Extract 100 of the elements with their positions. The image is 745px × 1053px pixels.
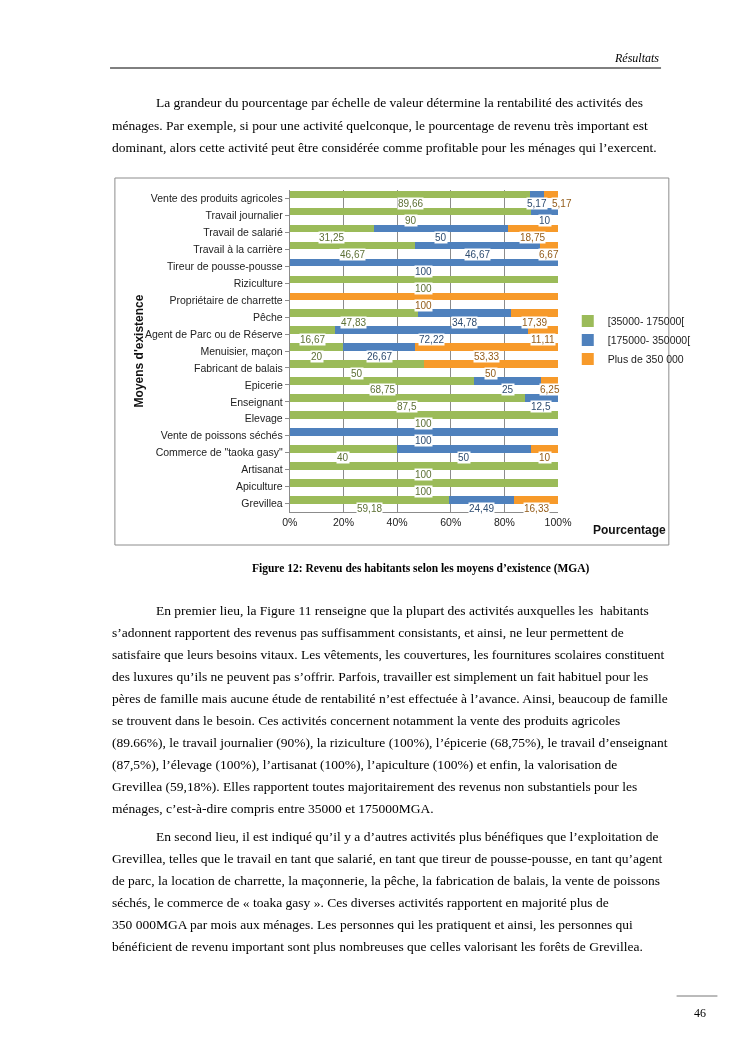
y-tick-label: Epicerie <box>244 378 283 391</box>
y-tick-label: Pêche <box>252 310 283 323</box>
legend-label: Plus de 350 000 <box>607 353 684 366</box>
x-tick-label: 100% <box>544 515 572 528</box>
data-label: 50 <box>485 368 497 379</box>
data-label: 24,49 <box>469 503 495 514</box>
data-label: 46,67 <box>465 249 491 260</box>
data-label: 20 <box>311 351 323 362</box>
y-tick-label: Travail de salarié <box>203 226 283 239</box>
bar <box>511 309 559 318</box>
y-tick-label: Grevillea <box>241 497 283 510</box>
data-label: 10 <box>539 215 551 226</box>
y-tick-label: Fabricant de balais <box>194 361 283 374</box>
data-label: 68,75 <box>370 384 396 395</box>
bar <box>343 343 416 351</box>
data-label: 11,11 <box>531 334 555 345</box>
bar <box>418 309 512 318</box>
bar <box>448 495 515 504</box>
legend-label: [35000- 175000[ <box>607 315 685 328</box>
data-label: 12,5 <box>531 401 551 412</box>
text: Résultats <box>614 51 660 65</box>
data-label: 6,25 <box>540 384 560 395</box>
text: En second lieu, il est indiqué qu’il y a d’autres activités plus bénéfiques que l’exploitation de Grevillea, telles que le travail en tant que salarié, en tant que tireur de pousse-pousse, en tant qu’agent de parc, la location de charrette, la maçonnerie, la pêche, la fabrication de balais, la vente de poissons séchés, le commerce de « toaka gasy ». Ces diverses activités rapportent en majorité plus de 350 000MGA par mois aux ménages. Les personnes qui les pratiquent et ainsi, les personnes qui bénéficient de revenu important sont plus nombreuses que celles valorisant les forêts de Grevillea. <box>112 829 663 954</box>
data-label: 6,67 <box>539 249 559 260</box>
data-label: 100 <box>415 486 433 497</box>
bar <box>289 462 559 470</box>
data-label: 18,75 <box>520 232 546 243</box>
data-label: 100 <box>415 283 433 294</box>
y-tick-label: Tireur de pousse-pousse <box>166 259 283 272</box>
y-tick-label: Travail à la carrière <box>193 243 283 255</box>
bar <box>289 377 475 385</box>
data-label: 34,78 <box>452 317 478 328</box>
y-tick-label: Travail journalier <box>205 209 284 222</box>
data-label: 26,67 <box>367 351 393 362</box>
data-label: 50 <box>435 232 447 243</box>
y-tick-label: Commerce de "taoka gasy" <box>155 446 283 459</box>
data-label: 100 <box>415 435 433 446</box>
bar <box>289 411 559 419</box>
data-label: 87,5 <box>397 401 417 412</box>
bar <box>289 478 559 487</box>
y-tick-label: Riziculture <box>233 276 283 289</box>
x-tick-label: 80% <box>493 515 515 528</box>
data-label: 5,17 <box>527 198 547 209</box>
bar <box>289 190 531 199</box>
bar <box>544 190 559 199</box>
data-label: 40 <box>337 452 349 463</box>
text: En premier lieu, la Figure 11 renseigne que la plupart des activités auxquelles les habitants s’adonnent rapportent des revenus pas suffisamment consistants, et ainsi, ne leur permettent de satisfaire que leurs besoins vitaux. Les vêtements, les couvertures, les fournitures scolaires constituent des luxures qu’ils ne peuvent pas s’offrir. Parfois, travailler est simplement un fait habituel pour les pères de famille mais aucune étude de rentabilité n’est effectuée à l’avance. Ainsi, beaucoup de famille se trouvent dans le besoin. Ces activités concernent notamment la vente des produits agricoles (89.66%), le travail journalier (90%), la riziculture (100%), l’épicerie (68,75%), le travail d’enseignant (87,5%), l’élevage (100%), l’artisanat (100%), l’apiculture (100%) et enfin, la valorisation de Grevillea (59,18%). Elles rapportent toutes majoritairement des revenus non substantiels pour les ménages, c’est-à-dire compris entre 35000 et 175000MGA. <box>112 603 668 816</box>
y-tick-label: Artisanat <box>241 463 283 476</box>
bar <box>531 445 559 453</box>
data-label: 16,67 <box>300 334 326 345</box>
text: 46 <box>694 1006 706 1020</box>
bar <box>289 292 559 301</box>
bar <box>289 309 419 318</box>
data-label: 10 <box>539 452 551 463</box>
caption: Figure 12: Revenu des habitants selon les moyens d’existence (MGA) <box>252 562 590 575</box>
data-label: 5,17 <box>552 198 572 209</box>
legend-label: [175000- 350000[ <box>607 334 691 347</box>
y-tick-label: Propriétaire de charrette <box>169 293 283 306</box>
data-label: 53,33 <box>474 351 500 362</box>
y-tick-label: Elevage <box>244 412 283 425</box>
data-label: 100 <box>415 266 433 277</box>
data-label: 16,33 <box>524 503 550 514</box>
data-label: 17,39 <box>522 317 548 328</box>
data-label: 100 <box>415 300 433 311</box>
x-tick-label: 40% <box>386 515 408 528</box>
y-tick-label: Enseignant <box>230 395 283 408</box>
bar <box>474 377 542 385</box>
bar <box>397 445 532 453</box>
x-axis-title: Pourcentage <box>593 523 667 537</box>
data-label: 100 <box>415 418 433 429</box>
x-tick-label: 60% <box>440 515 462 528</box>
y-tick-label: Vente des produits agricoles <box>150 192 283 205</box>
x-tick-label: 20% <box>332 515 354 528</box>
data-label: 72,22 <box>419 334 445 345</box>
data-label: 90 <box>405 215 417 226</box>
bar <box>289 445 398 453</box>
data-label: 46,67 <box>340 249 366 260</box>
bar <box>289 428 559 436</box>
data-label: 89,66 <box>398 198 424 209</box>
bar <box>289 394 525 402</box>
y-tick-label: Vente de poissons séchés <box>160 429 283 442</box>
bar <box>530 190 545 199</box>
bar <box>514 495 559 504</box>
data-label: 59,18 <box>357 503 383 514</box>
data-label: 100 <box>415 469 433 480</box>
bar <box>289 224 374 233</box>
data-label: 47,83 <box>341 317 367 328</box>
y-tick-label: Menuisier, maçon <box>200 344 283 357</box>
x-tick-label: 0% <box>282 515 298 528</box>
bar <box>289 275 559 284</box>
y-tick-label: Agent de Parc ou de Réserve <box>144 327 283 340</box>
bar <box>289 495 449 504</box>
data-label: 25 <box>502 384 514 395</box>
data-label: 50 <box>351 368 363 379</box>
bar <box>289 326 335 335</box>
bar <box>423 360 559 368</box>
data-label: 31,25 <box>319 232 345 243</box>
y-tick-label: Apiculture <box>236 480 283 493</box>
data-label: 50 <box>458 452 470 463</box>
text: La grandeur du pourcentage par échelle de valeur détermine la rentabilité des activités des ménages. Par exemple, si pour une activité quelconque, le pourcentage de revenu très important est dominant, alors cette activité peut être considérée comme profitable pour les ménages qui l’exercent. <box>112 95 657 155</box>
